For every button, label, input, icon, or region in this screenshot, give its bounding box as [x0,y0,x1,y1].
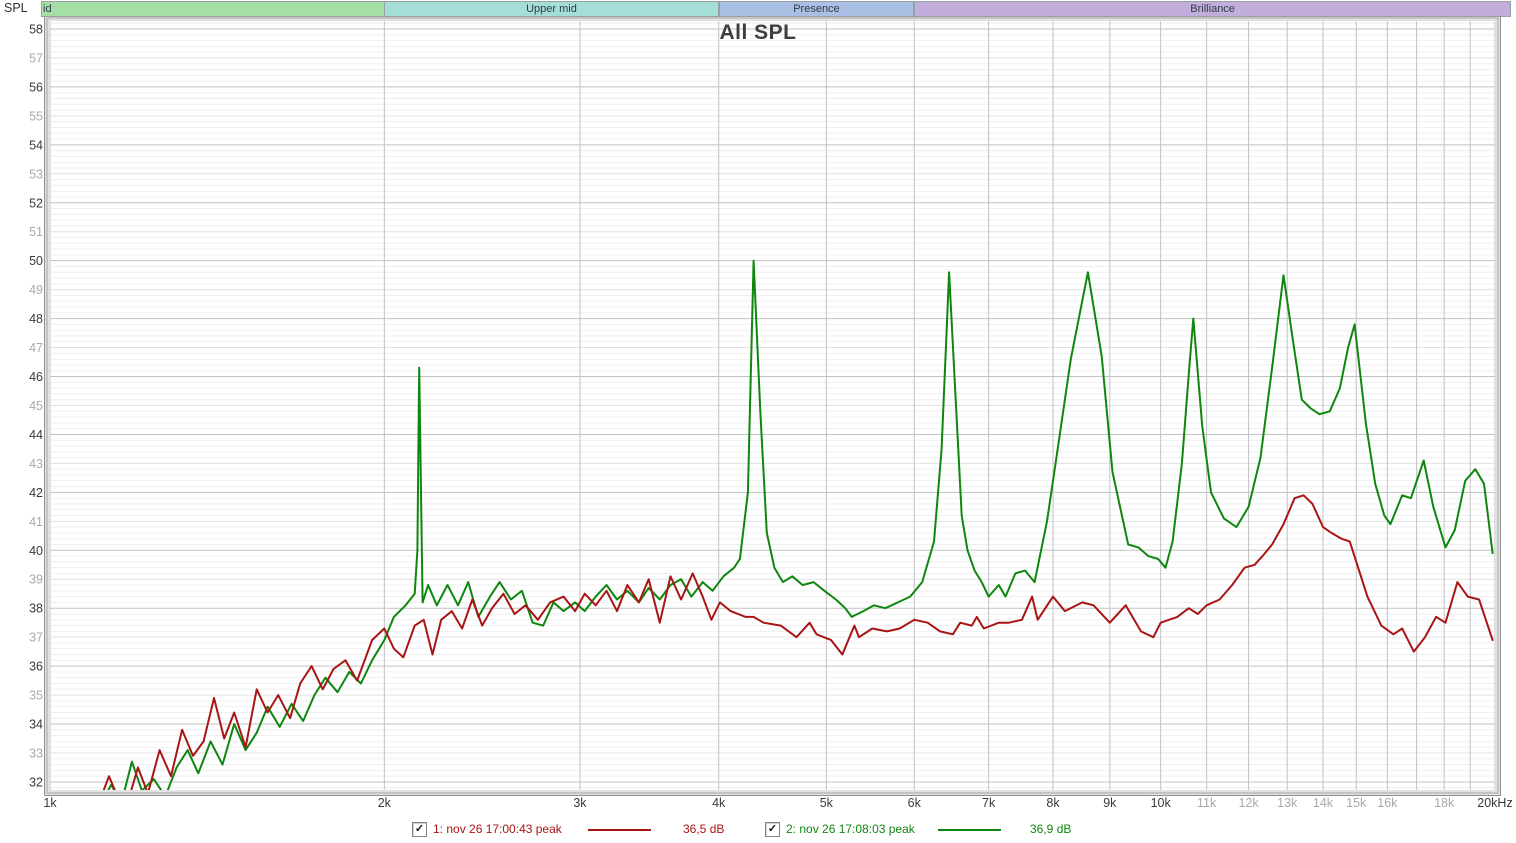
y-tick-44: 44 [29,428,43,442]
x-tick-5k: 5k [820,796,834,810]
y-tick-48: 48 [29,312,43,326]
y-axis-name: SPL [4,1,28,15]
y-tick-45: 45 [29,399,43,413]
y-tick-33: 33 [29,747,43,761]
y-tick-55: 55 [29,109,43,123]
chart-title: All SPL [719,21,797,44]
x-tick-10k: 10k [1151,796,1172,810]
x-tick-12k: 12k [1239,796,1260,810]
y-tick-34: 34 [29,718,43,732]
trace1-line-swatch [588,829,651,831]
y-tick-50: 50 [29,254,43,268]
x-tick-14k: 14k [1313,796,1334,810]
y-tick-42: 42 [29,486,43,500]
horizontal-gridlines [50,22,1495,789]
legend: ✓ 1: nov 26 17:00:43 peak 36,5 dB ✓ 2: n… [0,818,1516,843]
x-tick-18k: 18k [1434,796,1455,810]
x-tick-16k: 16k [1377,796,1398,810]
vertical-gridlines [49,21,1496,790]
y-tick-38: 38 [29,602,43,616]
trace1-checkbox[interactable]: ✓ [412,822,427,837]
y-axis-tick-labels: 32 33 34 35 36 37 38 39 40 41 42 43 44 45 46 47 48 49 50 51… [29,23,43,790]
y-tick-51: 51 [29,225,43,239]
x-tick-2k: 2k [378,796,392,810]
trace1-label: 1: nov 26 17:00:43 peak [433,822,562,836]
y-tick-43: 43 [29,457,43,471]
y-tick-57: 57 [29,51,43,65]
x-tick-15k: 15k [1346,796,1367,810]
band-id: id [41,1,386,17]
trace-1-path [102,494,1494,790]
y-tick-54: 54 [29,138,43,152]
band-upper-mid: Upper mid [384,1,719,17]
trace2-line-swatch [938,829,1001,831]
trace2-value: 36,9 dB [1030,822,1072,836]
x-tick-3k: 3k [573,796,587,810]
trace1-value: 36,5 dB [683,822,725,836]
y-tick-47: 47 [29,341,43,355]
y-tick-41: 41 [29,515,43,529]
x-tick-8k: 8k [1046,796,1060,810]
x-tick-4k: 4k [712,796,726,810]
y-tick-56: 56 [29,80,43,94]
band-presence: Presence [718,1,915,17]
y-tick-53: 53 [29,167,43,181]
y-tick-52: 52 [29,196,43,210]
y-tick-37: 37 [29,631,43,645]
y-tick-58: 58 [29,23,43,37]
x-tick-9k: 9k [1103,796,1117,810]
x-axis-tick-labels: 1k 2k 3k 4k 5k 6k 7k 8k 9k 10k 11k 12k 13k 14k 15k 16k 1… [43,796,1512,810]
y-tick-35: 35 [29,689,43,703]
y-tick-40: 40 [29,544,43,558]
y-tick-32: 32 [29,775,43,789]
trace2-label: 2: nov 26 17:08:03 peak [786,822,915,836]
y-tick-46: 46 [29,370,43,384]
x-tick-7k: 7k [982,796,996,810]
x-tick-20kHz: 20kHz [1477,796,1512,810]
x-tick-13k: 13k [1277,796,1298,810]
x-tick-1k: 1k [43,796,57,810]
x-tick-6k: 6k [908,796,922,810]
band-brilliance: Brilliance [914,1,1511,17]
y-tick-39: 39 [29,573,43,587]
trace-2-path [107,259,1494,790]
y-tick-36: 36 [29,660,43,674]
trace2-checkbox[interactable]: ✓ [765,822,780,837]
y-tick-49: 49 [29,283,43,297]
x-tick-11k: 11k [1197,796,1217,810]
frequency-band-strip: id Upper mid Presence Brilliance [0,1,1516,17]
